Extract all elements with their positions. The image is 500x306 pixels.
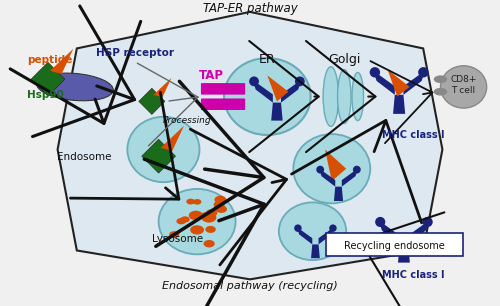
Ellipse shape <box>214 201 224 208</box>
Ellipse shape <box>169 231 179 238</box>
Polygon shape <box>318 227 334 244</box>
Ellipse shape <box>249 76 259 86</box>
Text: TAP-ER pathway: TAP-ER pathway <box>202 2 298 15</box>
Ellipse shape <box>294 224 302 232</box>
Polygon shape <box>142 139 176 173</box>
Ellipse shape <box>352 73 364 121</box>
Polygon shape <box>311 244 320 258</box>
Ellipse shape <box>295 76 304 86</box>
Ellipse shape <box>370 67 380 77</box>
Text: Endosome: Endosome <box>58 152 112 162</box>
Ellipse shape <box>180 216 190 222</box>
Ellipse shape <box>434 75 447 83</box>
Polygon shape <box>296 227 312 244</box>
Text: CD8+
T cell: CD8+ T cell <box>450 75 477 95</box>
Ellipse shape <box>158 189 236 254</box>
Polygon shape <box>342 168 358 187</box>
Ellipse shape <box>294 134 370 203</box>
Text: MHC class I: MHC class I <box>382 130 445 140</box>
Polygon shape <box>50 49 74 74</box>
Ellipse shape <box>186 199 195 204</box>
Ellipse shape <box>375 217 386 227</box>
Text: TAP: TAP <box>199 69 224 82</box>
Polygon shape <box>160 126 184 151</box>
Text: peptide: peptide <box>27 55 72 65</box>
Ellipse shape <box>323 67 338 126</box>
Text: Processing: Processing <box>163 116 212 125</box>
Ellipse shape <box>188 211 203 220</box>
Polygon shape <box>334 187 343 201</box>
Polygon shape <box>281 80 301 103</box>
FancyBboxPatch shape <box>326 233 462 256</box>
Polygon shape <box>393 95 405 114</box>
Ellipse shape <box>329 224 336 232</box>
Ellipse shape <box>190 225 204 234</box>
Text: ER: ER <box>259 54 276 66</box>
FancyBboxPatch shape <box>201 83 245 95</box>
Polygon shape <box>58 12 442 279</box>
Ellipse shape <box>204 240 214 248</box>
Ellipse shape <box>36 73 114 101</box>
Ellipse shape <box>316 166 324 174</box>
Text: Recycling endosome: Recycling endosome <box>344 241 444 251</box>
Ellipse shape <box>422 217 432 227</box>
Text: MHC class I: MHC class I <box>382 270 445 280</box>
Text: Lysosome: Lysosome <box>152 234 203 244</box>
FancyBboxPatch shape <box>201 99 245 110</box>
Ellipse shape <box>279 202 346 260</box>
Ellipse shape <box>216 205 227 213</box>
Ellipse shape <box>214 196 226 203</box>
Ellipse shape <box>193 199 202 205</box>
Polygon shape <box>378 220 400 244</box>
Ellipse shape <box>224 58 310 135</box>
Polygon shape <box>404 71 425 95</box>
Polygon shape <box>271 103 282 121</box>
Ellipse shape <box>206 226 216 233</box>
Polygon shape <box>252 80 273 103</box>
Ellipse shape <box>353 166 361 174</box>
Polygon shape <box>398 244 410 263</box>
Polygon shape <box>31 62 65 96</box>
Polygon shape <box>139 88 165 114</box>
Text: HSP receptor: HSP receptor <box>96 48 174 58</box>
Ellipse shape <box>176 218 186 224</box>
Polygon shape <box>268 75 288 101</box>
Polygon shape <box>154 78 172 97</box>
Ellipse shape <box>128 117 200 182</box>
Polygon shape <box>388 69 409 97</box>
Ellipse shape <box>214 205 224 212</box>
Polygon shape <box>325 149 346 181</box>
Text: Endosomal pathway (recycling): Endosomal pathway (recycling) <box>162 281 338 291</box>
Ellipse shape <box>434 88 447 95</box>
Polygon shape <box>319 168 335 187</box>
Text: Golgi: Golgi <box>328 54 360 66</box>
Ellipse shape <box>202 213 216 222</box>
Ellipse shape <box>338 69 351 124</box>
Polygon shape <box>408 220 430 244</box>
Text: Hsp90: Hsp90 <box>27 90 64 100</box>
Ellipse shape <box>206 209 218 217</box>
Ellipse shape <box>440 66 486 108</box>
Ellipse shape <box>418 67 428 77</box>
Ellipse shape <box>200 212 211 219</box>
Polygon shape <box>373 71 395 95</box>
